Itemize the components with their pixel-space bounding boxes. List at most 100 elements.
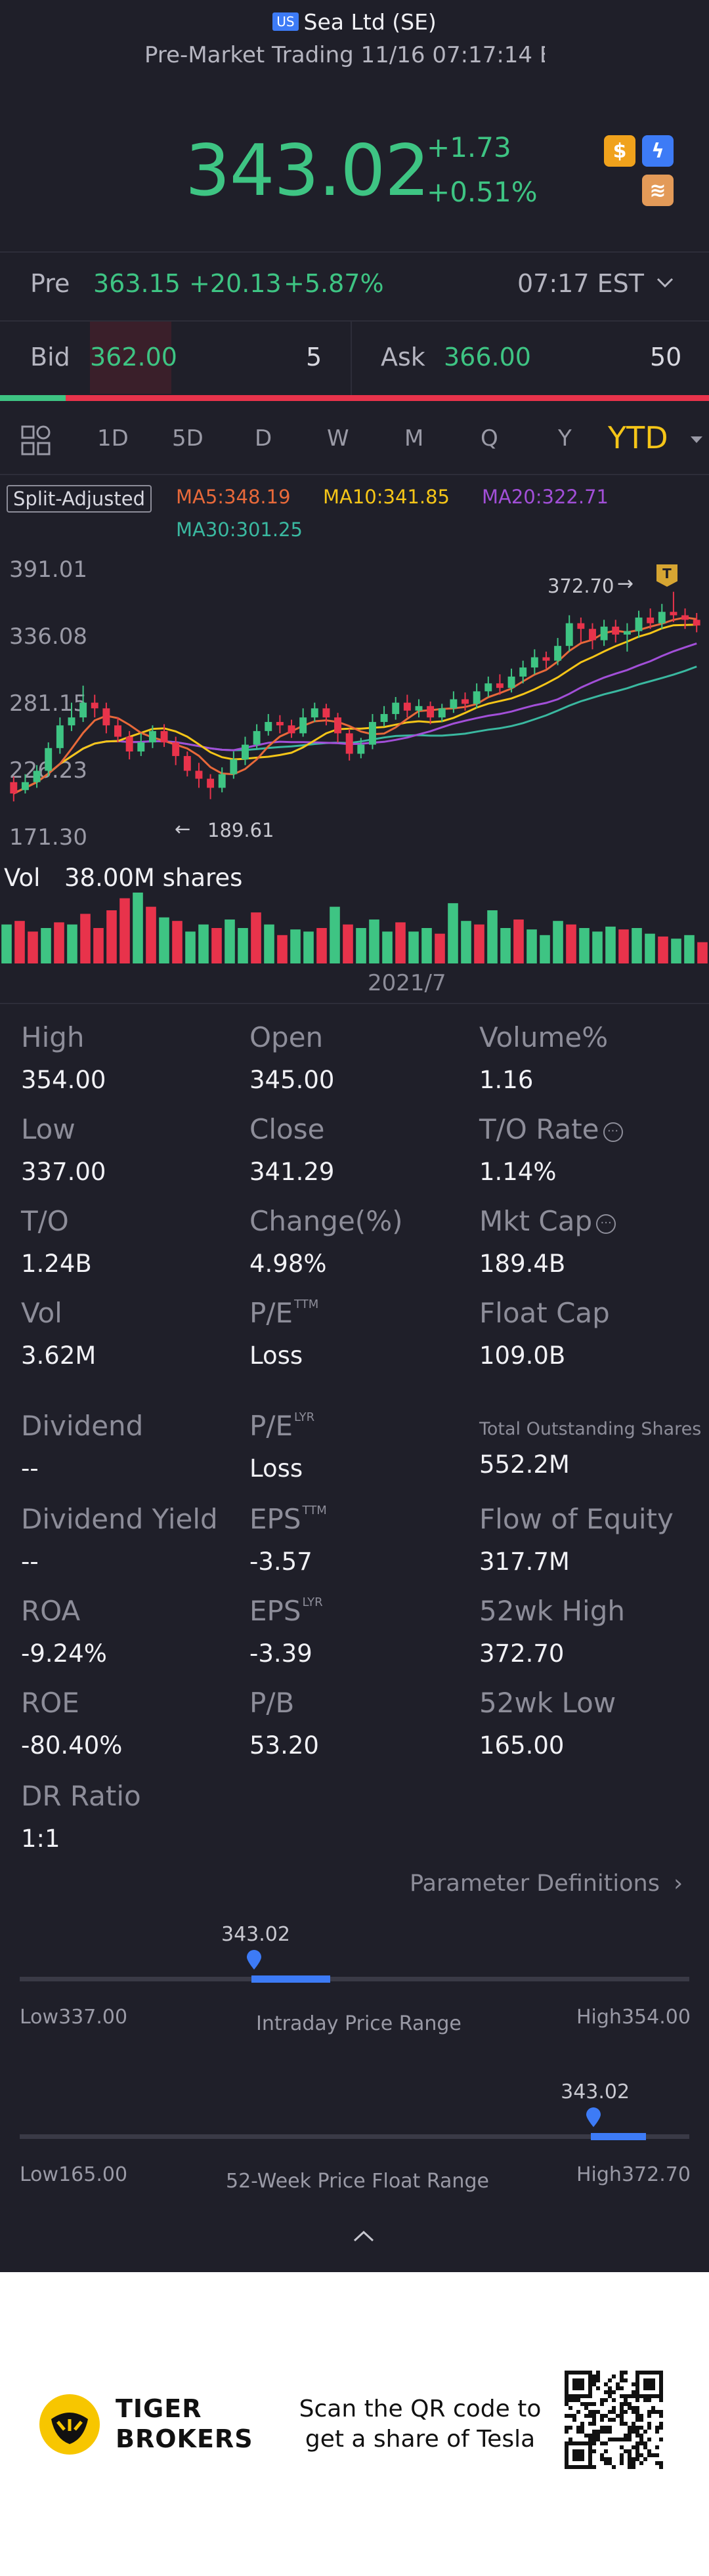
qr-module bbox=[608, 2390, 612, 2394]
tab-y[interactable]: Y bbox=[558, 425, 572, 452]
stat-label-with-info[interactable]: Mkt Cap ··· bbox=[479, 1205, 616, 1237]
qr-module bbox=[612, 2375, 616, 2378]
volume-bar bbox=[303, 931, 314, 963]
ma5-line bbox=[13, 616, 697, 795]
stat-label: ROA bbox=[21, 1595, 81, 1627]
chevron-down-icon[interactable] bbox=[655, 276, 675, 290]
stat-value: 53.20 bbox=[249, 1731, 319, 1760]
candle-body bbox=[380, 713, 388, 723]
volume-bar bbox=[566, 924, 576, 963]
qr-module bbox=[639, 2438, 643, 2441]
candle-body bbox=[438, 708, 446, 718]
qr-module bbox=[580, 2422, 584, 2426]
qr-module bbox=[592, 2418, 596, 2422]
volume-bar bbox=[67, 924, 77, 963]
stat-label: 52wk High bbox=[479, 1595, 625, 1627]
52-week-range-fill bbox=[591, 2133, 647, 2140]
tab-ytd[interactable]: YTD bbox=[608, 420, 668, 455]
qr-module bbox=[659, 2410, 663, 2414]
grid-layout-icon[interactable] bbox=[21, 425, 51, 455]
qr-module bbox=[635, 2410, 639, 2414]
qr-module bbox=[643, 2441, 647, 2445]
tab-d[interactable]: D bbox=[255, 425, 272, 452]
volume-bar bbox=[408, 931, 419, 963]
candle-body bbox=[577, 623, 585, 629]
qr-module bbox=[632, 2461, 635, 2465]
qr-module bbox=[639, 2414, 643, 2418]
tab-5d[interactable]: 5D bbox=[172, 425, 204, 452]
qr-finder bbox=[572, 2378, 584, 2390]
qr-module bbox=[576, 2398, 580, 2402]
tab-1d[interactable]: 1D bbox=[97, 425, 129, 452]
qr-code-icon[interactable] bbox=[565, 2371, 663, 2469]
qr-module bbox=[620, 2371, 624, 2375]
volume-bar bbox=[513, 919, 524, 963]
qr-module bbox=[647, 2449, 651, 2453]
qr-module bbox=[604, 2461, 608, 2465]
qr-module bbox=[632, 2390, 635, 2394]
candlestick-chart[interactable] bbox=[0, 558, 709, 847]
volume-bar bbox=[684, 935, 695, 963]
qr-module bbox=[635, 2449, 639, 2453]
volume-bar bbox=[159, 917, 169, 963]
qr-module bbox=[651, 2453, 655, 2457]
arrow-left-icon: ← bbox=[175, 818, 191, 840]
stat-label: EPS bbox=[249, 1503, 301, 1535]
parameter-definitions-link[interactable]: Parameter Definitions › bbox=[410, 1870, 683, 1897]
stat-value: 165.00 bbox=[479, 1731, 565, 1760]
stock-title: US Sea Ltd (SE) bbox=[0, 9, 709, 35]
volume-bar bbox=[671, 939, 681, 963]
divider bbox=[0, 320, 709, 322]
divider bbox=[0, 251, 709, 253]
qr-module bbox=[592, 2438, 596, 2441]
qr-module bbox=[588, 2410, 592, 2414]
qr-module bbox=[600, 2402, 604, 2406]
qr-module bbox=[635, 2406, 639, 2410]
qr-module bbox=[624, 2434, 628, 2438]
qr-module bbox=[592, 2465, 596, 2469]
qr-module bbox=[620, 2406, 624, 2410]
stack-badge-icon[interactable]: ≋ bbox=[642, 175, 674, 206]
tab-q[interactable]: Q bbox=[481, 425, 498, 452]
volume-bar bbox=[238, 928, 248, 963]
stat-label: T/O Rate bbox=[479, 1113, 599, 1145]
candle-body bbox=[114, 725, 121, 737]
qr-module bbox=[592, 2430, 596, 2434]
volume-bar bbox=[343, 924, 353, 963]
volume-bar bbox=[421, 928, 432, 963]
qr-module bbox=[580, 2430, 584, 2434]
info-icon[interactable]: ··· bbox=[603, 1122, 623, 1142]
caret-down-icon[interactable] bbox=[689, 434, 704, 445]
candle-body bbox=[484, 683, 492, 692]
qr-module bbox=[624, 2410, 628, 2414]
dollar-badge-icon[interactable]: $ bbox=[604, 135, 635, 167]
candle-body bbox=[148, 730, 156, 743]
qr-module bbox=[639, 2434, 643, 2438]
candle-body bbox=[253, 730, 261, 745]
tab-m[interactable]: M bbox=[404, 425, 424, 452]
qr-module bbox=[608, 2430, 612, 2434]
candle-body bbox=[462, 699, 469, 704]
tab-w[interactable]: W bbox=[327, 425, 349, 452]
info-icon[interactable]: ··· bbox=[596, 1214, 616, 1234]
qr-module bbox=[628, 2394, 632, 2398]
qr-module bbox=[596, 2371, 600, 2375]
qr-module bbox=[596, 2386, 600, 2390]
qr-module bbox=[624, 2378, 628, 2382]
qr-module bbox=[635, 2414, 639, 2418]
qr-module bbox=[632, 2430, 635, 2434]
stat-label-with-info[interactable]: T/O Rate ··· bbox=[479, 1113, 623, 1145]
chevron-up-icon[interactable] bbox=[352, 2229, 376, 2243]
stat-value: 109.0B bbox=[479, 1341, 566, 1370]
split-adjusted-toggle[interactable]: Split-Adjusted bbox=[7, 485, 152, 513]
lightning-badge-icon[interactable]: ϟ bbox=[642, 135, 674, 167]
qr-module bbox=[565, 2430, 569, 2434]
candle-body bbox=[403, 702, 411, 711]
high-value: 372.70 bbox=[621, 2163, 691, 2186]
volume-chart[interactable] bbox=[0, 893, 709, 965]
candle-body bbox=[322, 708, 330, 718]
volume-bar bbox=[41, 928, 51, 963]
qr-module bbox=[604, 2414, 608, 2418]
event-flag-icon[interactable]: T bbox=[656, 564, 677, 587]
volume-bar bbox=[225, 919, 235, 963]
